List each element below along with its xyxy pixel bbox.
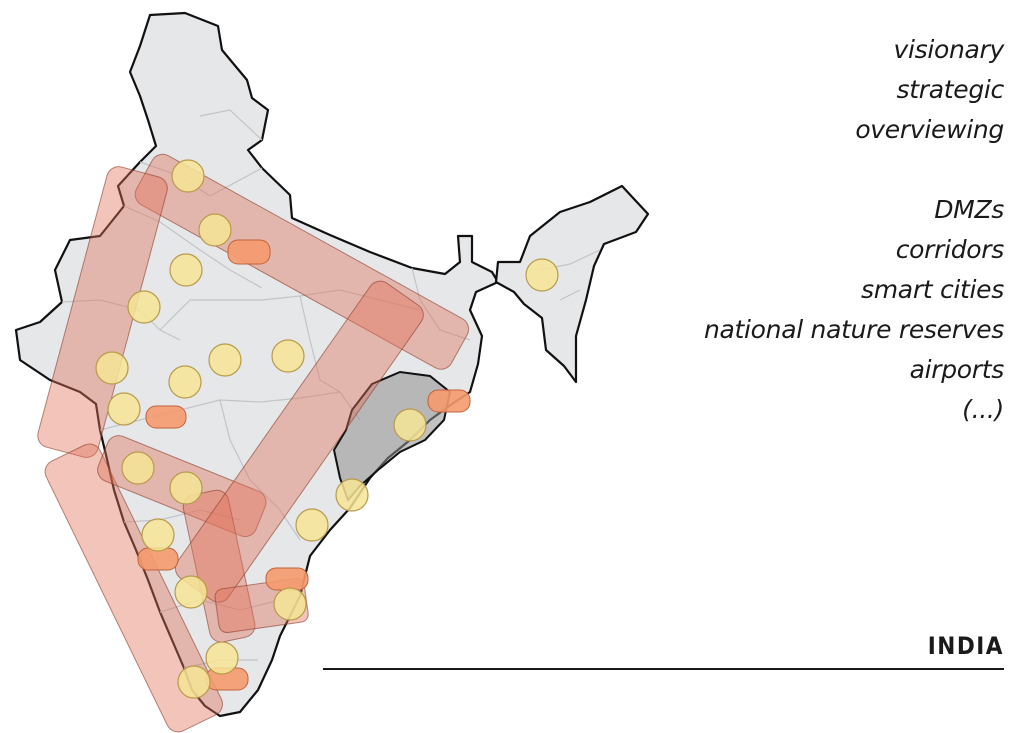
airport-marker: [427, 389, 471, 413]
city-marker: [271, 339, 305, 373]
city-marker: [169, 471, 203, 505]
city-marker: [335, 478, 369, 512]
quality-strategic: strategic: [896, 75, 1005, 104]
qualities-and-features: visionary strategic overviewing DMZs cor…: [584, 30, 1004, 430]
corridor-west-north: [37, 166, 168, 458]
city-marker: [295, 508, 329, 542]
city-marker: [169, 253, 203, 287]
city-marker: [177, 665, 211, 699]
city-marker: [121, 451, 155, 485]
city-marker: [525, 258, 559, 292]
india-northeast: [494, 184, 650, 384]
feature-airports: airports: [909, 355, 1005, 384]
city-marker: [141, 518, 175, 552]
corridor-west-coast: [44, 443, 223, 733]
city-marker: [205, 641, 239, 675]
country-label: INDIA: [927, 632, 1004, 660]
airports: [137, 239, 471, 691]
city-marker: [168, 365, 202, 399]
city-marker: [273, 587, 307, 621]
quality-visionary: visionary: [893, 35, 1004, 64]
airport-marker: [145, 405, 187, 429]
corridor-north-east: [134, 153, 470, 370]
city-marker: [198, 213, 232, 247]
city-marker: [393, 408, 427, 442]
smart-cities: [95, 159, 559, 699]
feature-corridors: corridors: [895, 235, 1005, 264]
city-marker: [95, 351, 129, 385]
city-marker: [127, 290, 161, 324]
city-marker: [171, 159, 205, 193]
city-marker: [174, 575, 208, 609]
feature-nature-reserves: national nature reserves: [703, 315, 1004, 344]
city-marker: [208, 343, 242, 377]
label-underline: [323, 668, 1004, 670]
feature-dmzs: DMZs: [934, 195, 1004, 224]
corridors: [37, 153, 470, 733]
airport-marker: [227, 239, 271, 265]
airport-marker: [265, 567, 309, 591]
feature-smart-cities: smart cities: [861, 275, 1004, 304]
feature-etc: (...): [962, 395, 1004, 424]
quality-overviewing: overviewing: [855, 115, 1004, 144]
city-marker: [107, 392, 141, 426]
